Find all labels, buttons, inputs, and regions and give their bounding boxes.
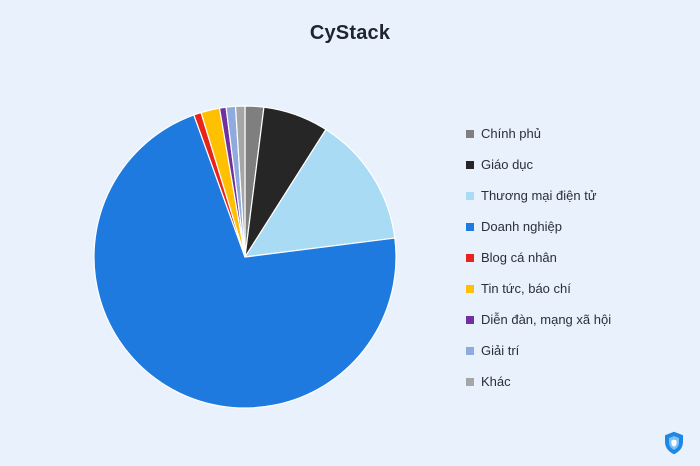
legend-item: Thương mại điện tử [466,180,611,211]
legend-swatch [466,377,474,386]
pie-slice-4 [93,114,397,409]
legend-swatch [466,253,474,262]
legend-label: Giáo dục [481,157,534,172]
legend-swatch [466,315,474,324]
legend-item: Blog cá nhân [466,242,611,273]
legend-swatch [466,284,474,293]
legend-item: Diễn đàn, mạng xã hội [466,304,611,335]
pie-slice-9 [234,105,246,258]
legend-item: Doanh nghiệp [466,211,611,242]
pie-svg [93,105,397,409]
shield-icon [665,431,683,455]
legend-label: Khác [481,374,511,389]
legend-swatch [466,346,474,355]
legend-label: Doanh nghiệp [481,219,562,234]
legend-label: Diễn đàn, mạng xã hội [481,312,612,327]
legend-label: Giải trí [481,343,520,358]
legend-label: Blog cá nhân [481,250,557,265]
legend-item: Tin tức, báo chí [466,273,611,304]
legend-swatch [466,160,474,169]
legend-item: Giải trí [466,335,611,366]
legend-label: Thương mại điện tử [481,188,597,203]
pie-slice-3 [243,128,396,258]
legend-label: Tin tức, báo chí [481,281,571,296]
chart-legend: Chính phủ Giáo dục Thương mại điện tử Doanh… [466,118,611,397]
brand-logo: CyStack [309,22,391,44]
legend-item: Giáo dục [466,149,611,180]
legend-label: Chính phủ [481,126,541,141]
legend-item: Chính phủ [466,118,611,149]
legend-swatch [466,129,474,138]
pie-chart [92,104,398,410]
legend-swatch [466,222,474,231]
legend-item: Khác [466,366,611,397]
legend-swatch [466,191,474,200]
